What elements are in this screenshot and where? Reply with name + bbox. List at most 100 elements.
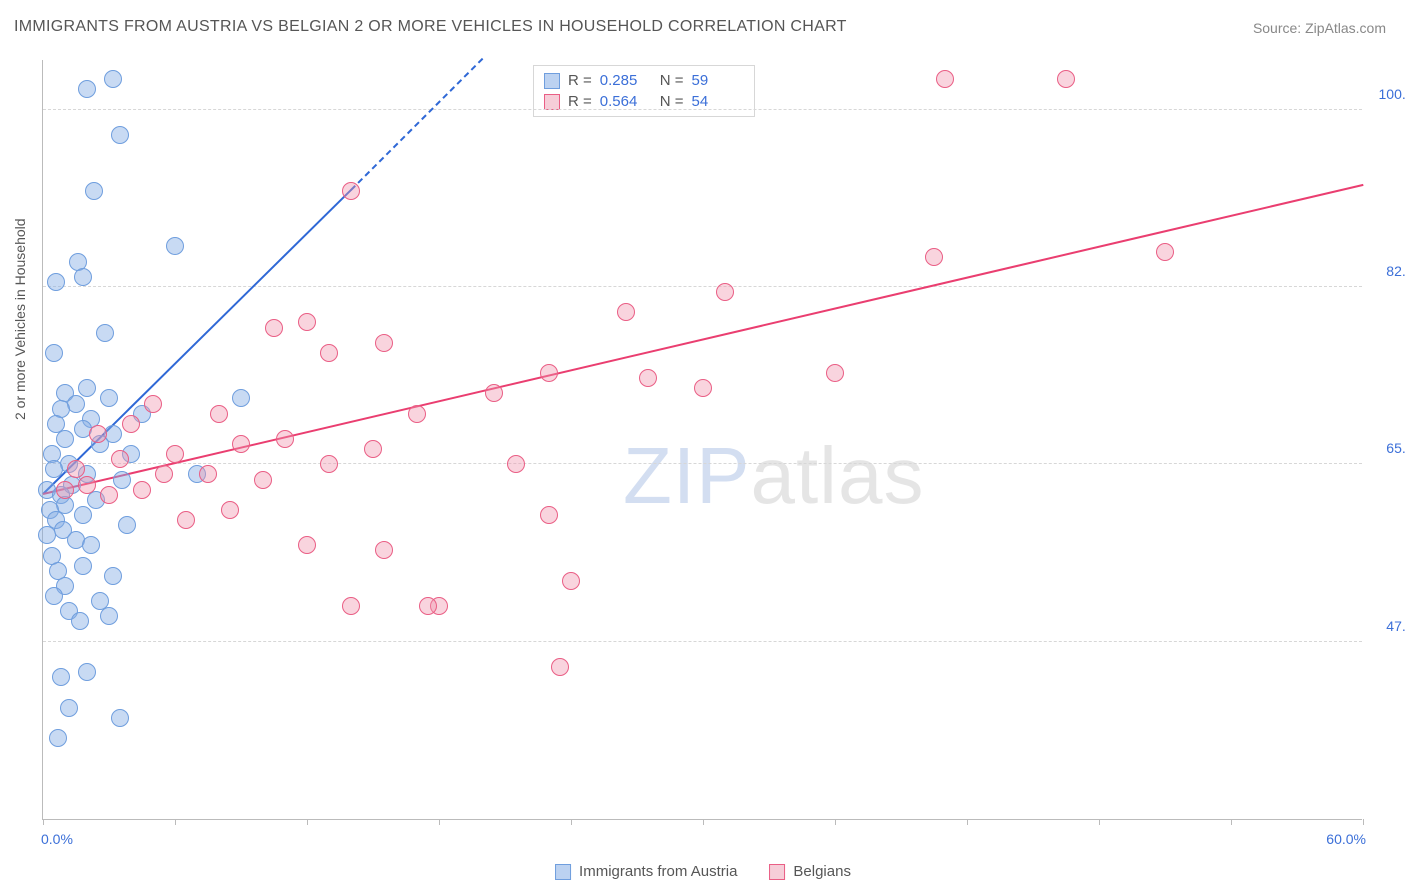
scatter-point-belgians (716, 283, 734, 301)
scatter-point-belgians (1156, 243, 1174, 261)
scatter-point-austria (45, 460, 63, 478)
n-value: 59 (692, 72, 744, 89)
scatter-point-austria (52, 668, 70, 686)
scatter-point-austria (67, 395, 85, 413)
scatter-point-belgians (485, 384, 503, 402)
scatter-point-belgians (122, 415, 140, 433)
scatter-point-austria (74, 268, 92, 286)
legend-series: Immigrants from Austria Belgians (555, 863, 851, 880)
r-value: 0.564 (600, 93, 652, 110)
scatter-point-belgians (133, 481, 151, 499)
scatter-point-belgians (551, 658, 569, 676)
r-label: R = (568, 93, 592, 110)
scatter-point-austria (38, 526, 56, 544)
x-tick (43, 819, 44, 825)
scatter-point-belgians (78, 476, 96, 494)
scatter-point-belgians (375, 334, 393, 352)
x-tick (175, 819, 176, 825)
scatter-point-austria (166, 237, 184, 255)
scatter-point-belgians (210, 405, 228, 423)
scatter-point-austria (74, 557, 92, 575)
watermark: ZIPatlas (623, 430, 924, 522)
scatter-point-austria (56, 430, 74, 448)
scatter-point-austria (49, 729, 67, 747)
scatter-point-belgians (100, 486, 118, 504)
scatter-point-belgians (562, 572, 580, 590)
scatter-point-austria (45, 344, 63, 362)
legend-stats-row-austria: R = 0.285 N = 59 (544, 70, 744, 91)
x-tick (571, 819, 572, 825)
x-axis-max-label: 60.0% (1326, 831, 1366, 847)
x-tick (703, 819, 704, 825)
scatter-point-belgians (408, 405, 426, 423)
scatter-point-belgians (342, 597, 360, 615)
scatter-point-austria (118, 516, 136, 534)
scatter-point-austria (45, 587, 63, 605)
scatter-point-belgians (639, 369, 657, 387)
scatter-point-austria (85, 182, 103, 200)
y-tick-label: 47.5% (1366, 618, 1406, 634)
scatter-point-belgians (89, 425, 107, 443)
scatter-point-austria (78, 80, 96, 98)
x-tick (835, 819, 836, 825)
x-tick (1363, 819, 1364, 825)
scatter-point-belgians (254, 471, 272, 489)
scatter-point-belgians (221, 501, 239, 519)
gridline (43, 641, 1362, 642)
scatter-point-belgians (507, 455, 525, 473)
scatter-point-austria (71, 612, 89, 630)
y-tick-label: 82.5% (1366, 263, 1406, 279)
scatter-point-austria (232, 389, 250, 407)
x-tick (1099, 819, 1100, 825)
x-tick (967, 819, 968, 825)
scatter-point-belgians (540, 506, 558, 524)
scatter-point-belgians (177, 511, 195, 529)
legend-item-austria: Immigrants from Austria (555, 863, 737, 880)
swatch-belgians (769, 864, 785, 880)
x-tick (439, 819, 440, 825)
x-tick (1231, 819, 1232, 825)
scatter-point-austria (104, 567, 122, 585)
scatter-point-austria (111, 709, 129, 727)
swatch-austria (544, 73, 560, 89)
gridline (43, 286, 1362, 287)
scatter-point-belgians (364, 440, 382, 458)
scatter-point-austria (47, 273, 65, 291)
y-tick-label: 65.0% (1366, 440, 1406, 456)
legend-label: Immigrants from Austria (579, 863, 737, 880)
watermark-zip: ZIP (623, 431, 750, 520)
scatter-point-austria (60, 699, 78, 717)
scatter-point-belgians (232, 435, 250, 453)
scatter-point-austria (111, 126, 129, 144)
watermark-atlas: atlas (750, 431, 924, 520)
scatter-point-belgians (694, 379, 712, 397)
r-value: 0.285 (600, 72, 652, 89)
x-tick (307, 819, 308, 825)
scatter-point-belgians (298, 536, 316, 554)
scatter-point-belgians (1057, 70, 1075, 88)
scatter-point-belgians (155, 465, 173, 483)
scatter-point-belgians (56, 481, 74, 499)
y-tick-label: 100.0% (1366, 86, 1406, 102)
swatch-belgians (544, 94, 560, 110)
trend-line (350, 57, 483, 190)
n-label: N = (660, 93, 684, 110)
scatter-point-austria (74, 506, 92, 524)
scatter-point-belgians (342, 182, 360, 200)
scatter-point-belgians (111, 450, 129, 468)
scatter-point-belgians (925, 248, 943, 266)
x-axis-min-label: 0.0% (41, 831, 73, 847)
scatter-point-belgians (936, 70, 954, 88)
chart-source: Source: ZipAtlas.com (1253, 20, 1386, 36)
chart-title: IMMIGRANTS FROM AUSTRIA VS BELGIAN 2 OR … (14, 18, 847, 36)
scatter-point-austria (96, 324, 114, 342)
scatter-point-austria (100, 607, 118, 625)
r-label: R = (568, 72, 592, 89)
scatter-point-belgians (419, 597, 437, 615)
scatter-point-belgians (320, 344, 338, 362)
scatter-point-belgians (617, 303, 635, 321)
scatter-point-austria (78, 379, 96, 397)
chart-plot-area: ZIPatlas R = 0.285 N = 59 R = 0.564 N = … (42, 60, 1362, 820)
scatter-point-belgians (265, 319, 283, 337)
scatter-point-austria (78, 663, 96, 681)
